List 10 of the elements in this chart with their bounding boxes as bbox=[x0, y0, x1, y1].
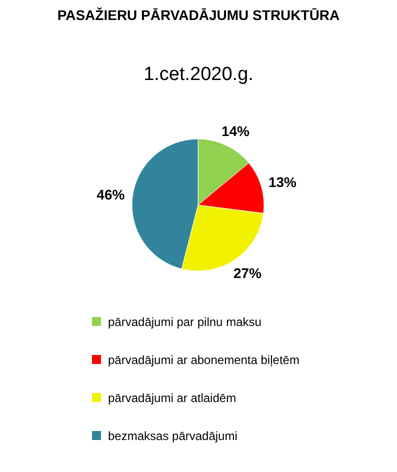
legend-label: pārvadājumi par pilnu maksu bbox=[108, 315, 262, 329]
chart-subtitle: 1.cet.2020.g. bbox=[144, 64, 254, 85]
data-label: 14% bbox=[221, 122, 250, 139]
legend-label: bezmaksas pārvadājumi bbox=[108, 429, 238, 443]
data-label: 27% bbox=[233, 264, 262, 281]
data-label: 13% bbox=[268, 174, 298, 190]
data-label: 46% bbox=[96, 186, 126, 203]
chart-title: PASAŽIERU PĀRVADĀJUMU STRUKTŪRA bbox=[57, 7, 340, 23]
legend-label: pārvadājumi ar atlaidēm bbox=[108, 391, 236, 405]
legend-label: pārvadājumi ar abonementa biļetēm bbox=[108, 353, 300, 367]
